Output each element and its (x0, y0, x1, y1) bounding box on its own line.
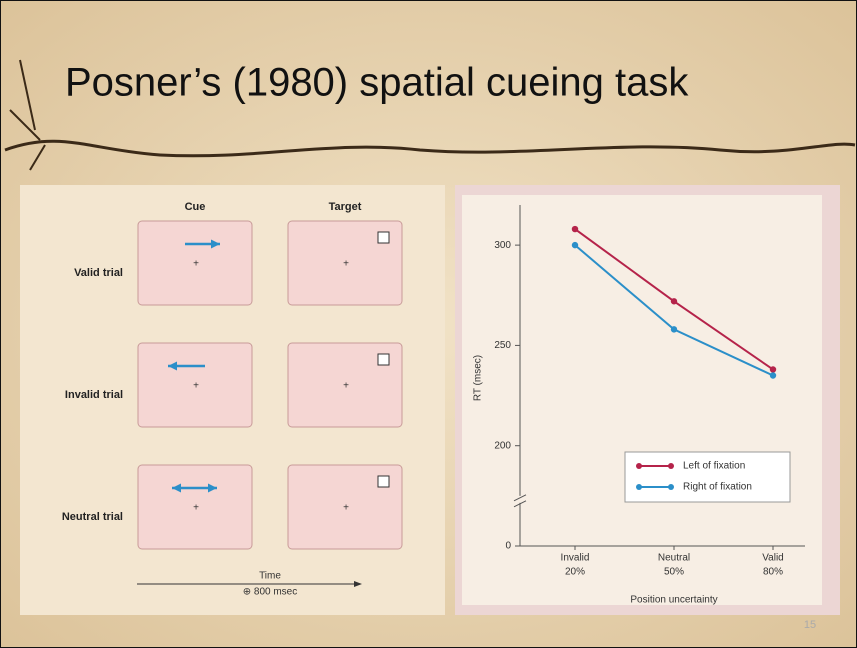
y-axis-label: RT (msec) (473, 355, 484, 401)
x-tick-label: 20% (565, 567, 585, 578)
legend-dot (636, 463, 642, 469)
legend-dot (668, 484, 674, 490)
row-label: Invalid trial (65, 389, 123, 401)
plot-panel (462, 195, 822, 605)
x-tick-label: Valid (762, 553, 784, 564)
fixation: + (193, 259, 199, 270)
point (770, 372, 776, 378)
target (378, 354, 389, 365)
point (572, 242, 578, 248)
point (572, 226, 578, 232)
legend-dot (668, 463, 674, 469)
y-tick-label: 0 (505, 541, 511, 552)
page-number: 15 (804, 619, 816, 631)
y-tick-label: 200 (494, 440, 511, 451)
x-axis-label: Position uncertainty (630, 595, 717, 606)
x-tick-label: 80% (763, 567, 783, 578)
fixation: + (343, 503, 349, 514)
fixation: + (343, 381, 349, 392)
legend-label: Right of fixation (683, 482, 752, 493)
time-label: Time (259, 571, 281, 582)
fixation: + (193, 503, 199, 514)
legend-box (625, 452, 790, 502)
legend-label: Left of fixation (683, 461, 745, 472)
target (378, 232, 389, 243)
x-tick-label: 50% (664, 567, 684, 578)
target (378, 476, 389, 487)
x-tick-label: Invalid (561, 553, 590, 564)
y-tick-label: 300 (494, 240, 511, 251)
column-header: Cue (185, 201, 206, 213)
x-tick-label: Neutral (658, 553, 690, 564)
slide-title: Posner’s (1980) spatial cueing task (65, 61, 689, 105)
fixation: + (343, 259, 349, 270)
column-header: Target (329, 201, 362, 213)
time-sub: ⊕ 800 msec (243, 587, 298, 598)
row-label: Neutral trial (62, 511, 123, 523)
slide: Posner’s (1980) spatial cueing task 15 C… (0, 0, 857, 648)
point (671, 326, 677, 332)
y-tick-label: 250 (494, 340, 511, 351)
point (770, 366, 776, 372)
point (671, 298, 677, 304)
legend-dot (636, 484, 642, 490)
fixation: + (193, 381, 199, 392)
row-label: Valid trial (74, 267, 123, 279)
